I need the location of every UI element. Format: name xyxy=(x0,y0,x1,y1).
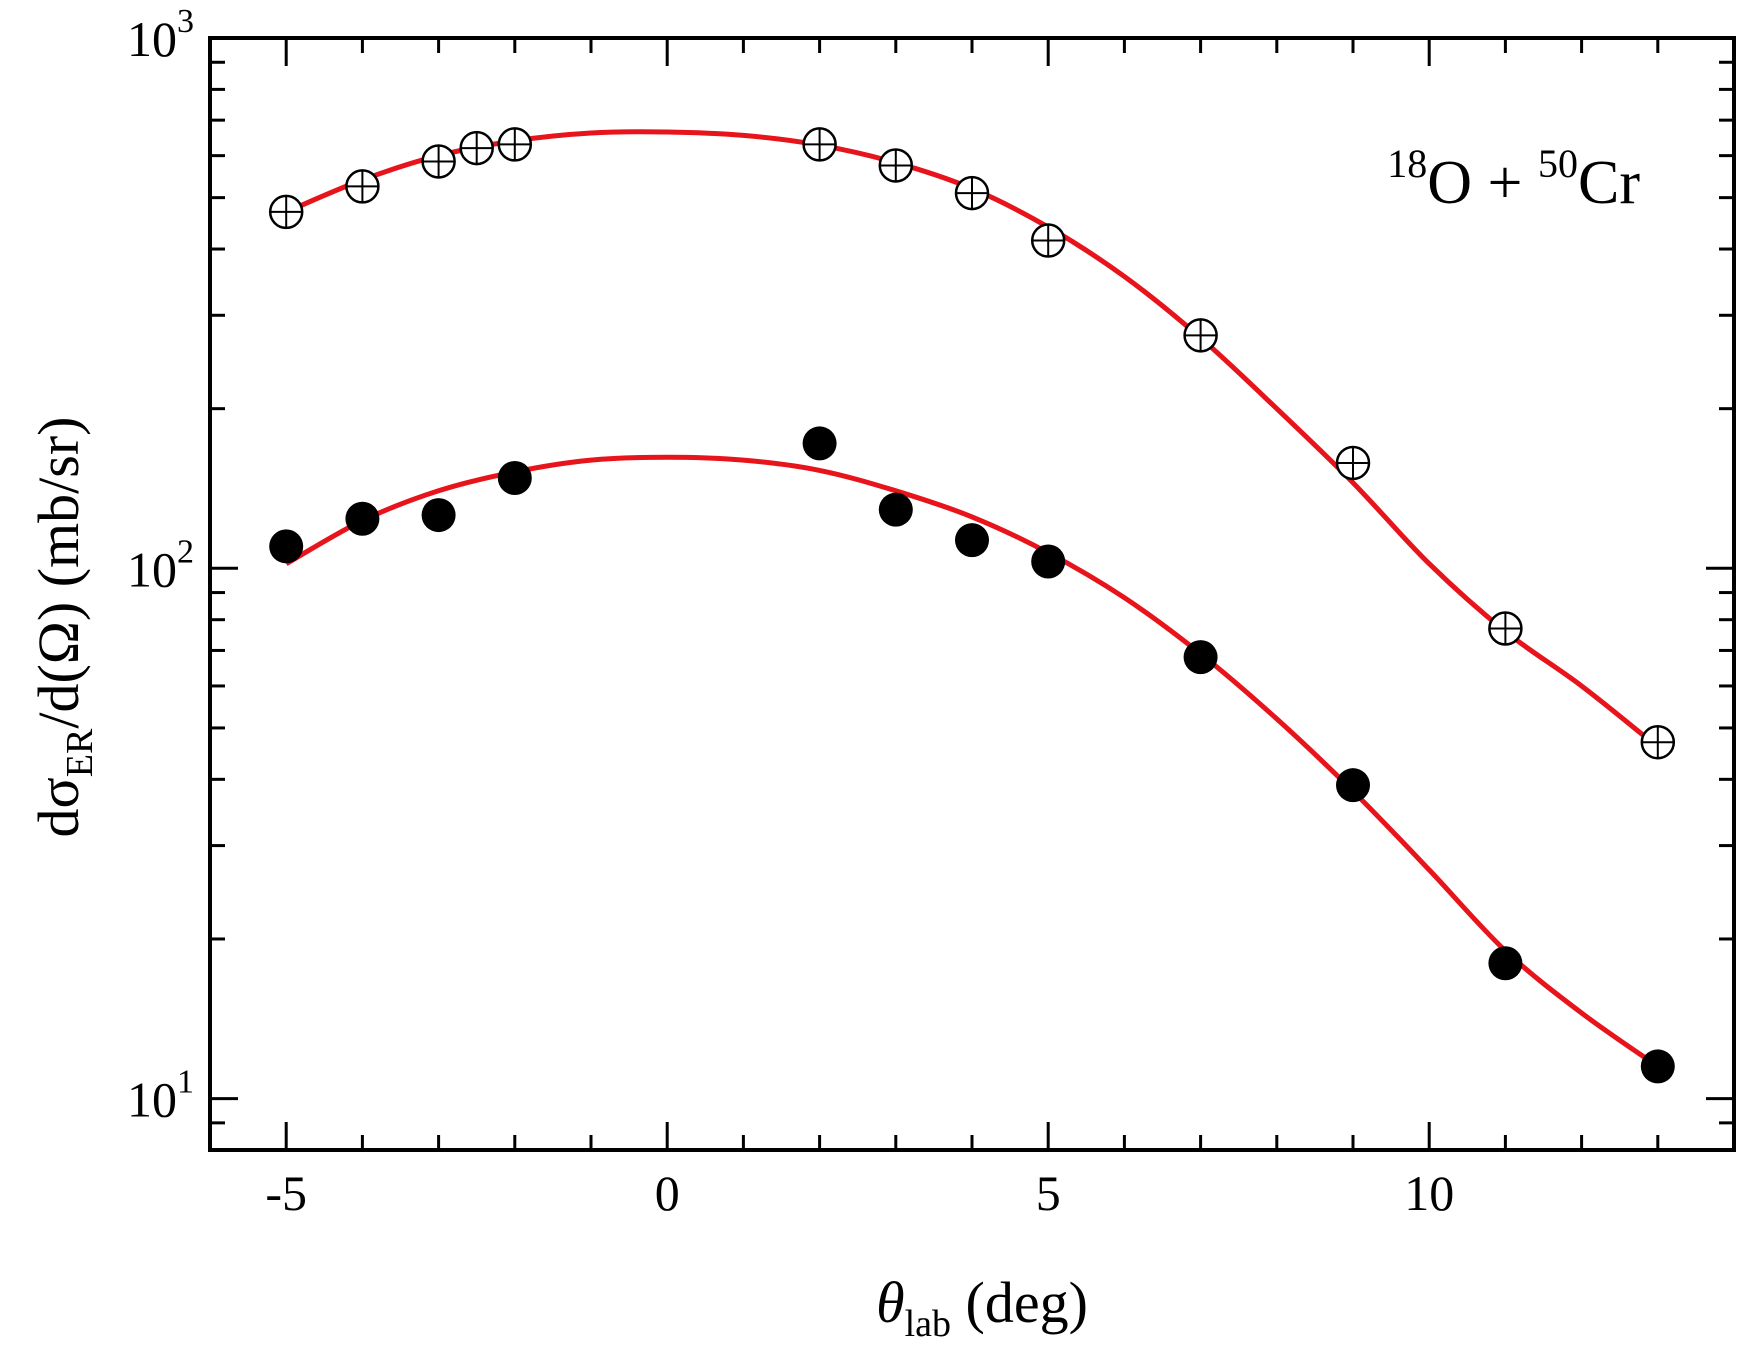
fit-curve-1 xyxy=(285,129,1660,750)
data-point-filled xyxy=(878,492,913,527)
data-point-open xyxy=(878,148,914,183)
y-tick-label: 101 xyxy=(127,1064,194,1128)
y-tick-label: 103 xyxy=(127,3,194,67)
data-point-open xyxy=(345,169,380,204)
data-point-open xyxy=(1183,318,1218,353)
data-point-filled xyxy=(1031,544,1066,579)
data-point-open xyxy=(1030,223,1066,258)
x-tick-label: 5 xyxy=(1036,1165,1061,1221)
data-point-filled xyxy=(1488,946,1523,981)
data-point-filled xyxy=(269,529,304,564)
data-point-filled xyxy=(421,498,456,533)
data-point-open xyxy=(421,144,456,179)
data-point-open xyxy=(1640,724,1676,760)
data-point-open xyxy=(268,194,304,230)
data-point-open xyxy=(459,130,494,166)
x-tick-label: -5 xyxy=(265,1165,307,1221)
data-point-open xyxy=(1488,611,1523,646)
tick-labels: -5 0 5 10 101 102 103 xyxy=(127,3,1454,1221)
y-tick-label: 102 xyxy=(127,533,194,597)
data-point-open xyxy=(1335,445,1371,481)
data-point-filled xyxy=(345,501,380,536)
data-point-filled xyxy=(802,426,837,461)
fit-curves xyxy=(284,129,1660,1069)
y-axis-title: dσER/d(Ω) (mb/sr) xyxy=(26,417,101,838)
x-tick-label: 0 xyxy=(655,1165,680,1221)
axis-ticks xyxy=(208,36,1736,1152)
reaction-annotation: 18O + 50Cr xyxy=(1387,141,1640,217)
data-point-filled xyxy=(1183,640,1218,675)
data-point-filled xyxy=(1336,768,1370,803)
data-point-filled xyxy=(1640,1049,1675,1084)
data-points xyxy=(268,127,1676,1084)
data-point-filled xyxy=(497,461,532,496)
data-point-open xyxy=(954,175,990,211)
x-tick-label: 10 xyxy=(1404,1165,1454,1221)
x-axis-title: θlab (deg) xyxy=(876,1270,1088,1345)
data-point-filled xyxy=(955,523,989,558)
data-point-open xyxy=(497,127,533,162)
data-point-open xyxy=(802,127,837,162)
